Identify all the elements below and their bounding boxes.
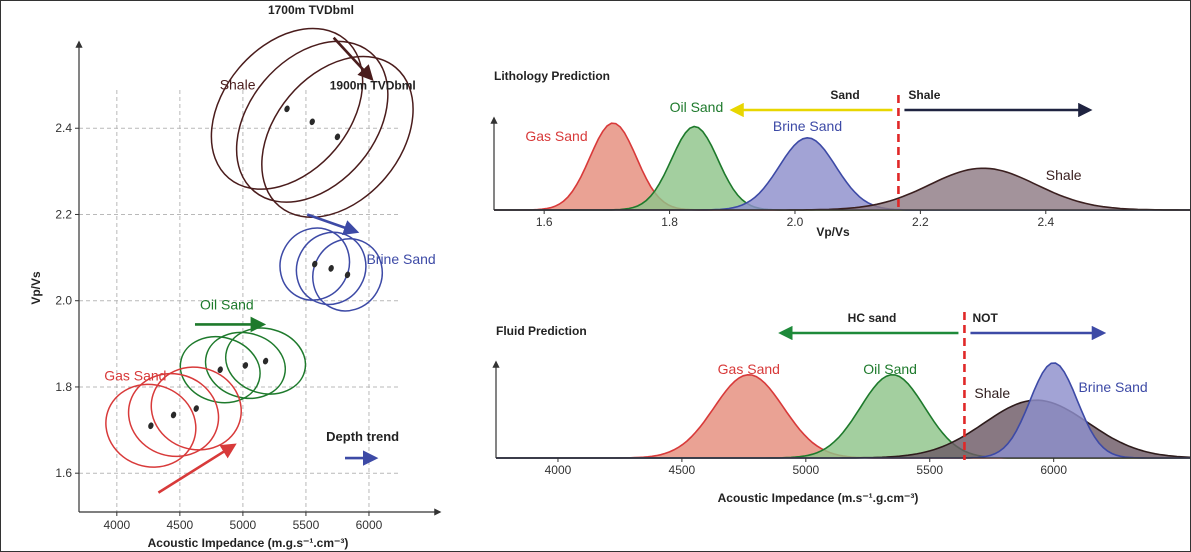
crossplot-y-tick-0: 1.6 xyxy=(55,466,72,480)
crossplot-point-gas-sand-2 xyxy=(193,405,199,412)
crossplot-point-brine-sand-0 xyxy=(312,260,318,268)
crossplot-ellipse-gas-sand-2 xyxy=(150,366,242,451)
crossplot-points xyxy=(148,105,351,430)
lithology-x-label: Vp/Vs xyxy=(816,225,850,239)
crossplot-group-labels: Shale Brine Sand Oil Sand Gas Sand xyxy=(104,76,436,383)
crossplot-y-ticks: 1.6 1.8 2.0 2.2 2.4 xyxy=(55,121,79,480)
crossplot-y-tick-1: 1.8 xyxy=(55,380,72,394)
fluid-area-brine-sand xyxy=(496,363,1190,458)
crossplot-ellipse-oil-sand-1 xyxy=(204,331,287,400)
crossplot-point-brine-sand-1 xyxy=(328,265,334,272)
crossplot-point-oil-sand-2 xyxy=(262,357,269,365)
lithology-cutoff: Sand Shale xyxy=(729,88,1093,212)
crossplot-point-gas-sand-0 xyxy=(148,422,154,430)
crossplot-x-tick-1: 4500 xyxy=(167,518,194,532)
lithology-x-tick-3: 2.2 xyxy=(912,215,929,229)
fluid-x-tick-3: 5500 xyxy=(916,463,943,477)
lithology-label-brine-sand: Brine Sand xyxy=(773,118,842,134)
lithology-curves xyxy=(494,122,1190,211)
crossplot-annotation-2: Depth trend xyxy=(326,429,399,444)
fluid-prediction-panel: Fluid Prediction 4000 4500 5000 5500 6000 Ga… xyxy=(492,311,1191,505)
crossplot-x-tick-3: 5500 xyxy=(293,518,320,532)
crossplot-y-label: Vp/Vs xyxy=(29,271,43,305)
crossplot-arrows xyxy=(157,36,379,494)
fluid-area-oil-sand xyxy=(496,374,1190,458)
fluid-cutoff-label-left: HC sand xyxy=(848,311,897,325)
crossplot-point-shale-0 xyxy=(284,105,290,113)
crossplot-ellipse-oil-sand-0 xyxy=(179,336,261,404)
lithology-label-shale: Shale xyxy=(1046,167,1082,183)
lithology-panel-title: Lithology Prediction xyxy=(494,69,610,83)
crossplot-y-tick-4: 2.4 xyxy=(55,121,72,135)
crossplot-annotation-1: 1900m TVDbml xyxy=(330,78,416,92)
crossplot-x-tick-2: 5000 xyxy=(230,518,257,532)
crossplot-trend-arrow-1 xyxy=(306,213,360,235)
crossplot-panel: 4000 4500 5000 5500 6000 1.6 1.8 2.0 2.2 2.4 Sha… xyxy=(29,3,442,550)
crossplot-ellipse-oil-sand-2 xyxy=(224,327,307,395)
crossplot-trend-arrow-0 xyxy=(332,36,374,81)
crossplot-x-tick-0: 4000 xyxy=(103,518,130,532)
crossplot-annotations: 1700m TVDbml 1900m TVDbml Depth trend xyxy=(268,3,416,444)
fluid-curves xyxy=(496,362,1191,459)
fluid-label-brine-sand: Brine Sand xyxy=(1078,379,1147,395)
crossplot-ellipse-shale-2 xyxy=(261,55,414,218)
crossplot-point-gas-sand-1 xyxy=(170,411,177,419)
crossplot-point-shale-1 xyxy=(309,118,315,126)
lithology-x-tick-2: 2.0 xyxy=(787,215,804,229)
lithology-cutoff-label-right: Shale xyxy=(908,88,940,102)
crossplot-label-oil-sand: Oil Sand xyxy=(200,296,254,312)
crossplot-trend-arrow-3 xyxy=(157,443,237,494)
lithology-cutoff-label-left: Sand xyxy=(830,88,859,102)
crossplot-annotation-0: 1700m TVDbml xyxy=(268,3,354,17)
lithology-x-tick-1: 1.8 xyxy=(661,215,678,229)
lithology-area-brine-sand xyxy=(494,137,1190,210)
lithology-x-tick-0: 1.6 xyxy=(536,215,553,229)
crossplot-point-shale-2 xyxy=(334,133,341,141)
crossplot-ellipse-shale-0 xyxy=(210,27,364,190)
fluid-x-tick-2: 5000 xyxy=(792,463,819,477)
crossplot-point-oil-sand-1 xyxy=(242,362,249,369)
fluid-cutoff: HC sand NOT xyxy=(778,311,1107,460)
crossplot-y-tick-2: 2.0 xyxy=(55,294,72,308)
fluid-series-labels: Gas Sand Oil Sand Shale Brine Sand xyxy=(718,361,1148,401)
crossplot-point-brine-sand-2 xyxy=(344,271,351,279)
lithology-area-shale xyxy=(494,168,1190,210)
crossplot-y-tick-3: 2.2 xyxy=(55,207,72,221)
crossplot-ellipse-brine-sand-1 xyxy=(295,231,367,306)
fluid-x-tick-0: 4000 xyxy=(545,463,572,477)
lithology-x-ticks: 1.6 1.8 2.0 2.2 2.4 xyxy=(536,210,1054,229)
crossplot-point-oil-sand-0 xyxy=(217,366,223,374)
fluid-label-oil-sand: Oil Sand xyxy=(863,361,917,377)
crossplot-label-gas-sand: Gas Sand xyxy=(104,367,166,383)
fluid-cutoff-label-right: NOT xyxy=(972,311,998,325)
lithology-area-oil-sand xyxy=(494,126,1190,210)
crossplot-ellipse-gas-sand-1 xyxy=(127,372,220,458)
fluid-x-tick-4: 6000 xyxy=(1040,463,1067,477)
crossplot-ellipse-shale-1 xyxy=(235,40,389,203)
fluid-x-ticks: 4000 4500 5000 5500 6000 xyxy=(545,458,1067,477)
fluid-label-gas-sand: Gas Sand xyxy=(718,361,780,377)
crossplot-label-shale: Shale xyxy=(220,76,256,92)
crossplot-x-tick-4: 6000 xyxy=(356,518,383,532)
crossplot-ellipse-brine-sand-2 xyxy=(312,238,383,312)
lithology-prediction-panel: Lithology Prediction 1.6 1.8 2.0 2.2 2.4 Gas… xyxy=(490,69,1190,239)
lithology-x-tick-4: 2.4 xyxy=(1037,215,1054,229)
crossplot-label-brine-sand: Brine Sand xyxy=(366,251,435,267)
fluid-label-shale: Shale xyxy=(974,385,1010,401)
lithology-label-oil-sand: Oil Sand xyxy=(670,99,724,115)
lithology-label-gas-sand: Gas Sand xyxy=(525,128,587,144)
crossplot-x-ticks: 4000 4500 5000 5500 6000 xyxy=(103,512,383,532)
crossplot-x-label: Acoustic Impedance (m.g.s⁻¹.cm⁻³) xyxy=(148,536,349,550)
fluid-x-tick-1: 4500 xyxy=(669,463,696,477)
crossplot-ellipses xyxy=(105,27,414,468)
fluid-x-label: Acoustic Impedance (m.s⁻¹.g.cm⁻³) xyxy=(718,491,919,505)
fluid-panel-title: Fluid Prediction xyxy=(496,324,587,338)
crossplot-ellipse-gas-sand-0 xyxy=(105,383,197,468)
lithology-series-labels: Gas Sand Oil Sand Brine Sand Shale xyxy=(525,99,1081,183)
